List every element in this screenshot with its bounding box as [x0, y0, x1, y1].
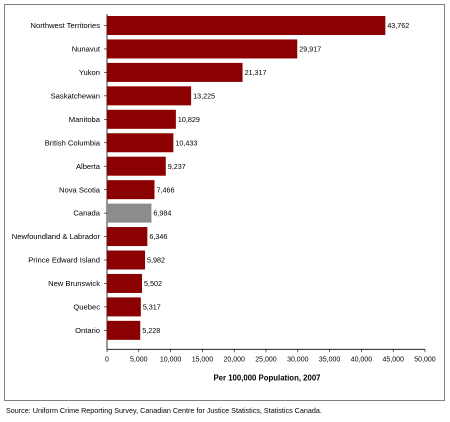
- x-tick-label: 25,000: [255, 356, 277, 363]
- bar: [107, 39, 298, 59]
- bar-chart: Northwest Territories 43,762 Nunavut 29,917…: [12, 14, 436, 382]
- category-label: Newfoundland & Labrador: [12, 232, 101, 241]
- bar: [107, 203, 152, 223]
- category-label: Nunavut: [72, 45, 101, 54]
- bar: [107, 133, 174, 153]
- value-label: 43,762: [387, 21, 409, 30]
- category-label: Quebec: [73, 303, 100, 312]
- x-tick-label: 20,000: [223, 356, 245, 363]
- category-label: Prince Edward Island: [28, 256, 100, 265]
- x-tick-label: 10,000: [160, 356, 182, 363]
- bar: [107, 180, 155, 200]
- chart-frame: Northwest Territories 43,762 Nunavut 29,917…: [4, 4, 445, 401]
- bar: [107, 16, 386, 35]
- category-label: Yukon: [79, 68, 100, 77]
- value-label: 6,346: [149, 232, 167, 241]
- value-label: 21,317: [245, 68, 267, 77]
- value-label: 7,466: [156, 185, 174, 194]
- bar: [107, 156, 166, 176]
- bar: [107, 250, 146, 270]
- category-label: New Brunswick: [48, 279, 100, 288]
- x-tick-label: 35,000: [319, 356, 341, 363]
- value-label: 5,502: [144, 279, 162, 288]
- category-label: Saskatchewan: [51, 91, 100, 100]
- bar: [107, 62, 243, 82]
- x-tick-label: 15,000: [192, 356, 214, 363]
- category-label: Canada: [73, 209, 100, 218]
- category-label: Northwest Territories: [31, 21, 101, 30]
- category-label: Nova Scotia: [59, 185, 101, 194]
- source-note: Source: Uniform Crime Reporting Survey, …: [6, 406, 322, 415]
- value-label: 10,829: [178, 115, 200, 124]
- x-tick-label: 30,000: [287, 356, 309, 363]
- value-label: 9,237: [168, 162, 186, 171]
- x-axis-title: Per 100,000 Population, 2007: [213, 373, 320, 382]
- category-label: Manitoba: [69, 115, 101, 124]
- bar: [107, 273, 142, 293]
- bar: [107, 227, 148, 247]
- category-label: Ontario: [75, 326, 100, 335]
- x-tick-label: 40,000: [351, 356, 373, 363]
- bar: [107, 297, 141, 317]
- bar: [107, 109, 176, 129]
- x-tick-label: 5,000: [130, 356, 148, 363]
- value-label: 6,984: [153, 209, 171, 218]
- value-label: 13,225: [193, 91, 215, 100]
- category-label: British Columbia: [45, 138, 101, 147]
- x-tick-label: 50,000: [414, 356, 436, 363]
- x-tick-label: 0: [105, 356, 109, 363]
- value-label: 29,917: [299, 45, 321, 54]
- value-label: 5,982: [147, 256, 165, 265]
- x-tick-label: 45,000: [382, 356, 404, 363]
- category-label: Alberta: [76, 162, 101, 171]
- value-label: 10,433: [175, 138, 197, 147]
- value-label: 5,228: [142, 326, 160, 335]
- value-label: 5,317: [143, 303, 161, 312]
- bar: [107, 86, 192, 106]
- bar: [107, 320, 141, 340]
